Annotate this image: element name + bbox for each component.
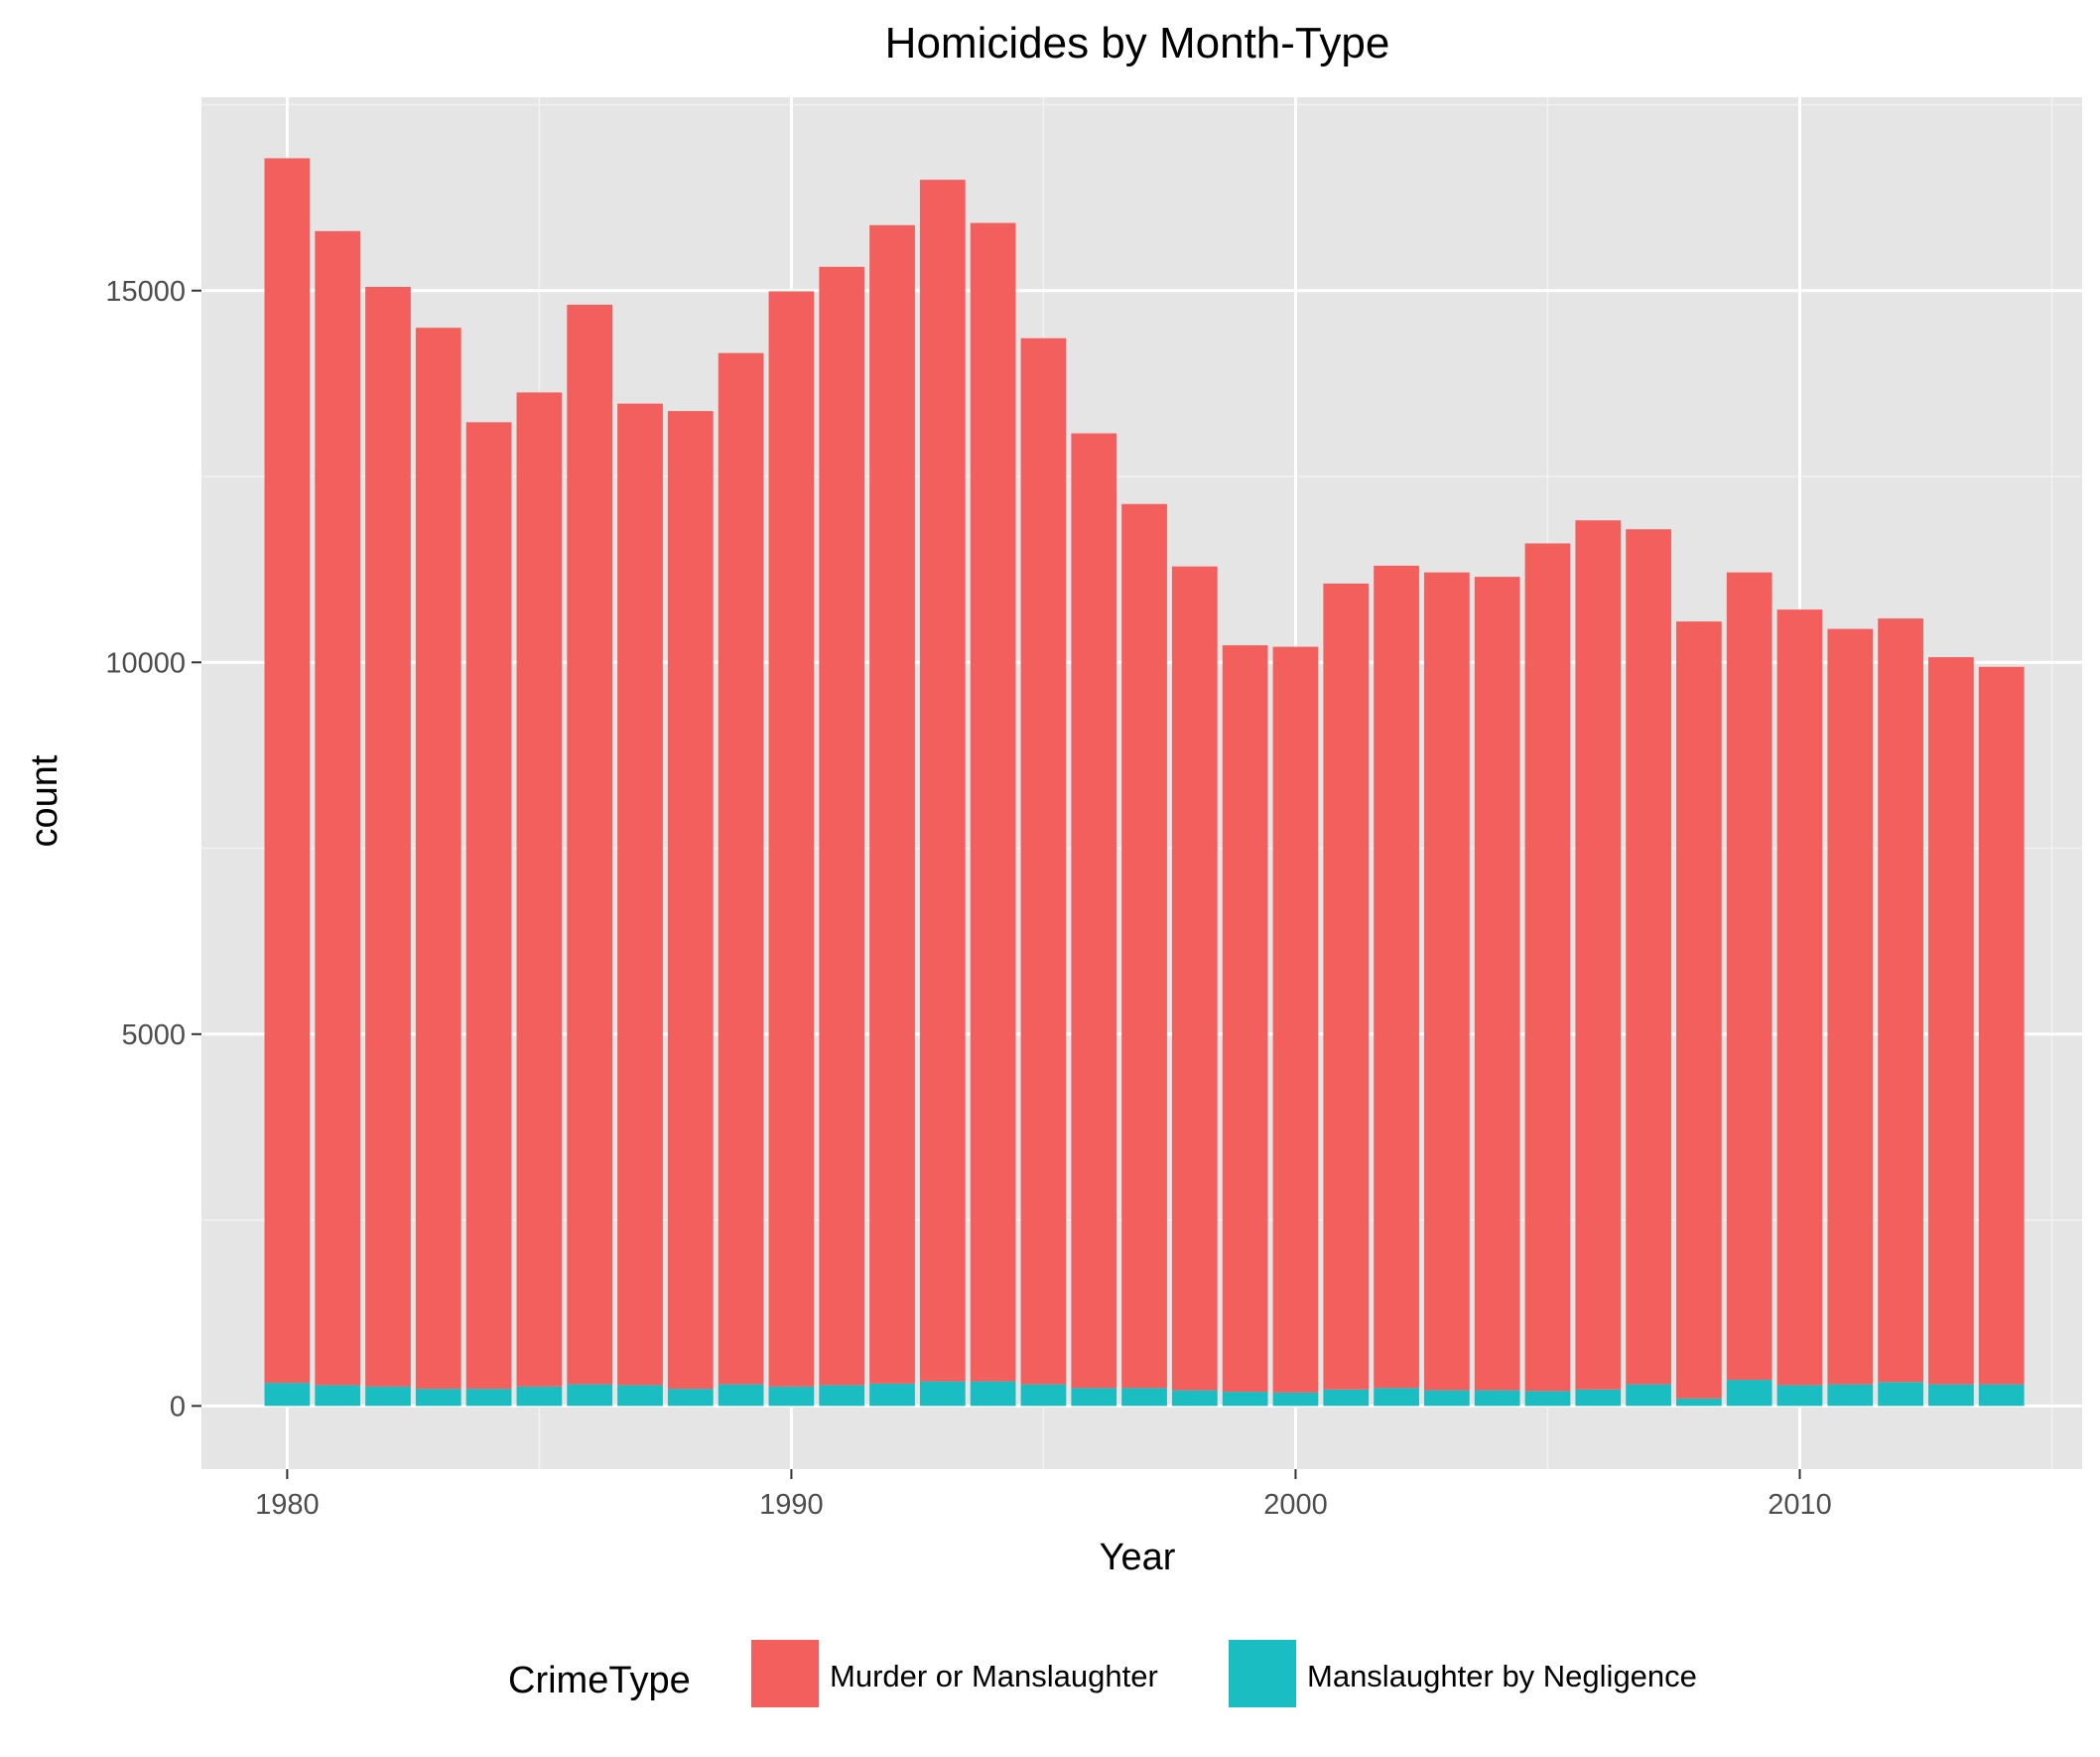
bar-manslaughter-by-negligence-2005 bbox=[1524, 1391, 1571, 1407]
bar-murder-or-manslaughter-1998 bbox=[1171, 566, 1218, 1391]
bar-murder-or-manslaughter-2012 bbox=[1878, 618, 1923, 1383]
y-axis: 0 5000 10000 15000 bbox=[105, 276, 201, 1422]
bar-manslaughter-by-negligence-1993 bbox=[919, 1381, 966, 1407]
bar-murder-or-manslaughter-1987 bbox=[617, 403, 663, 1386]
bar-murder-or-manslaughter-1993 bbox=[919, 180, 966, 1382]
bar-manslaughter-by-negligence-1981 bbox=[315, 1385, 361, 1407]
x-axis-title: Year bbox=[1100, 1537, 1176, 1578]
bar-manslaughter-by-negligence-1982 bbox=[365, 1386, 411, 1407]
bar-manslaughter-by-negligence-1987 bbox=[617, 1385, 663, 1407]
bar-manslaughter-by-negligence-2014 bbox=[1978, 1384, 2025, 1407]
bar-murder-or-manslaughter-1996 bbox=[1071, 433, 1117, 1389]
bar-manslaughter-by-negligence-1991 bbox=[819, 1385, 865, 1407]
bar-manslaughter-by-negligence-1990 bbox=[768, 1386, 815, 1407]
bar-murder-or-manslaughter-2008 bbox=[1676, 621, 1722, 1399]
bar-manslaughter-by-negligence-1980 bbox=[264, 1383, 311, 1407]
legend-title: CrimeType bbox=[508, 1660, 691, 1701]
x-axis: 1980 1990 2000 2010 bbox=[255, 1469, 1832, 1521]
bar-manslaughter-by-negligence-2007 bbox=[1626, 1384, 1671, 1407]
bar-murder-or-manslaughter-1981 bbox=[315, 230, 361, 1386]
bar-murder-or-manslaughter-1999 bbox=[1222, 645, 1268, 1393]
bar-murder-or-manslaughter-2001 bbox=[1323, 583, 1370, 1390]
bar-murder-or-manslaughter-2002 bbox=[1374, 565, 1419, 1389]
bar-murder-or-manslaughter-1982 bbox=[365, 287, 411, 1387]
bar-manslaughter-by-negligence-2002 bbox=[1374, 1388, 1419, 1407]
bar-murder-or-manslaughter-1992 bbox=[869, 224, 915, 1384]
bar-murder-or-manslaughter-1980 bbox=[264, 158, 311, 1384]
bar-murder-or-manslaughter-1984 bbox=[465, 422, 512, 1390]
y-tick-label: 5000 bbox=[121, 1019, 186, 1051]
bar-murder-or-manslaughter-2007 bbox=[1626, 529, 1671, 1385]
legend-label-murder-or-manslaughter: Murder or Manslaughter bbox=[830, 1659, 1158, 1693]
x-tick-label: 1980 bbox=[255, 1489, 320, 1521]
y-tick-label: 0 bbox=[170, 1391, 186, 1422]
bar-murder-or-manslaughter-2010 bbox=[1776, 609, 1823, 1386]
bar-manslaughter-by-negligence-1994 bbox=[970, 1381, 1016, 1407]
x-tick-label: 2010 bbox=[1768, 1489, 1832, 1521]
bar-manslaughter-by-negligence-1996 bbox=[1071, 1388, 1117, 1407]
bar-manslaughter-by-negligence-1999 bbox=[1222, 1392, 1268, 1407]
bars bbox=[264, 158, 2025, 1407]
bar-manslaughter-by-negligence-2012 bbox=[1878, 1382, 1923, 1407]
bar-murder-or-manslaughter-2000 bbox=[1272, 646, 1319, 1393]
bar-murder-or-manslaughter-2014 bbox=[1978, 666, 2025, 1385]
y-tick-label: 15000 bbox=[105, 276, 186, 308]
bar-murder-or-manslaughter-1997 bbox=[1121, 503, 1167, 1389]
bar-murder-or-manslaughter-1983 bbox=[415, 328, 461, 1390]
bar-murder-or-manslaughter-1991 bbox=[819, 266, 865, 1386]
bar-murder-or-manslaughter-2004 bbox=[1474, 577, 1520, 1391]
bar-manslaughter-by-negligence-2011 bbox=[1827, 1384, 1874, 1407]
bar-manslaughter-by-negligence-2003 bbox=[1424, 1390, 1470, 1407]
bar-murder-or-manslaughter-1994 bbox=[970, 222, 1016, 1382]
bar-murder-or-manslaughter-2003 bbox=[1424, 572, 1470, 1391]
bar-manslaughter-by-negligence-1995 bbox=[1020, 1384, 1067, 1407]
bar-manslaughter-by-negligence-2001 bbox=[1323, 1389, 1370, 1407]
bar-manslaughter-by-negligence-2004 bbox=[1474, 1390, 1520, 1407]
bar-murder-or-manslaughter-1995 bbox=[1020, 338, 1067, 1385]
bar-manslaughter-by-negligence-2013 bbox=[1928, 1384, 1974, 1407]
bar-murder-or-manslaughter-1985 bbox=[516, 392, 563, 1387]
bar-murder-or-manslaughter-2011 bbox=[1827, 628, 1874, 1385]
bar-manslaughter-by-negligence-1985 bbox=[516, 1386, 563, 1407]
bar-manslaughter-by-negligence-2008 bbox=[1676, 1398, 1722, 1407]
bar-manslaughter-by-negligence-1986 bbox=[567, 1384, 613, 1407]
legend-key-manslaughter-by-negligence bbox=[1229, 1640, 1296, 1707]
y-tick-label: 10000 bbox=[105, 647, 186, 679]
bar-manslaughter-by-negligence-1997 bbox=[1121, 1388, 1167, 1407]
chart-title: Homicides by Month-Type bbox=[885, 19, 1390, 68]
bar-murder-or-manslaughter-2009 bbox=[1726, 572, 1772, 1381]
bar-manslaughter-by-negligence-1988 bbox=[667, 1389, 714, 1407]
bar-murder-or-manslaughter-2006 bbox=[1575, 520, 1622, 1390]
legend-key-murder-or-manslaughter bbox=[751, 1640, 819, 1707]
y-axis-title: count bbox=[24, 754, 66, 847]
bar-murder-or-manslaughter-2013 bbox=[1928, 657, 1974, 1385]
bar-manslaughter-by-negligence-2010 bbox=[1776, 1385, 1823, 1407]
bar-manslaughter-by-negligence-2009 bbox=[1726, 1380, 1772, 1407]
bar-murder-or-manslaughter-2005 bbox=[1524, 543, 1571, 1392]
bar-manslaughter-by-negligence-1989 bbox=[718, 1384, 764, 1407]
bar-murder-or-manslaughter-1986 bbox=[567, 304, 613, 1385]
bar-manslaughter-by-negligence-1984 bbox=[465, 1389, 512, 1407]
bar-manslaughter-by-negligence-1983 bbox=[415, 1389, 461, 1407]
bar-murder-or-manslaughter-1990 bbox=[768, 291, 815, 1387]
x-tick-label: 2000 bbox=[1263, 1489, 1328, 1521]
legend: CrimeType Murder or Manslaughter Manslau… bbox=[508, 1640, 1697, 1707]
legend-label-manslaughter-by-negligence: Manslaughter by Negligence bbox=[1307, 1659, 1697, 1693]
bar-manslaughter-by-negligence-2000 bbox=[1272, 1392, 1319, 1407]
bar-murder-or-manslaughter-1989 bbox=[718, 352, 764, 1385]
bar-manslaughter-by-negligence-2006 bbox=[1575, 1389, 1622, 1407]
bar-manslaughter-by-negligence-1992 bbox=[869, 1383, 915, 1407]
bar-manslaughter-by-negligence-1998 bbox=[1171, 1390, 1218, 1407]
bar-murder-or-manslaughter-1988 bbox=[667, 411, 714, 1390]
x-tick-label: 1990 bbox=[759, 1489, 824, 1521]
